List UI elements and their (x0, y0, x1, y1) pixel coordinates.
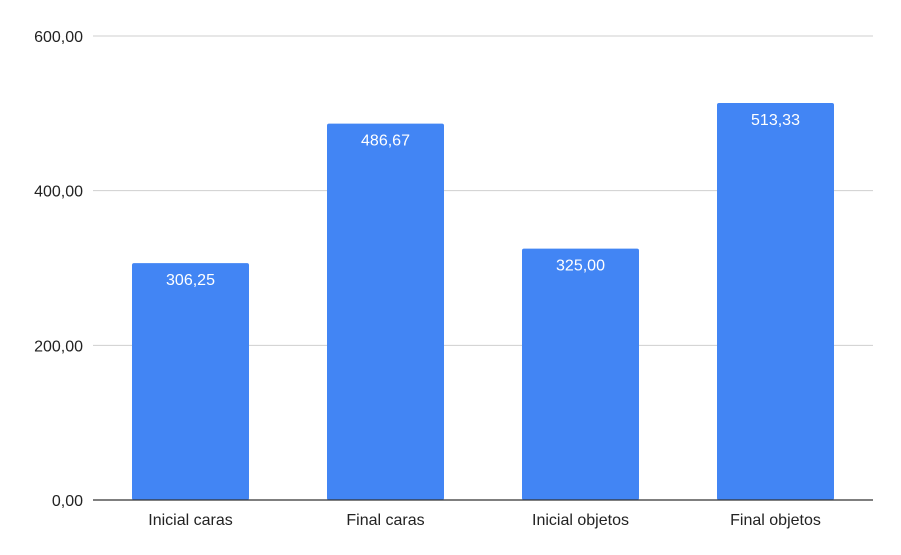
x-tick-label: Final objetos (730, 512, 821, 529)
bar (717, 103, 834, 500)
y-tick-label: 400,00 (34, 184, 83, 201)
y-axis: 0,00 200,00 400,00 600,00 (34, 29, 83, 510)
data-label: 325,00 (556, 258, 605, 275)
x-tick-label: Inicial objetos (532, 512, 629, 529)
y-tick-label: 600,00 (34, 29, 83, 46)
data-label: 513,33 (751, 112, 800, 129)
x-tick-label: Final caras (346, 512, 424, 529)
bar (522, 248, 639, 500)
data-label: 306,25 (166, 272, 215, 289)
y-tick-label: 200,00 (34, 338, 83, 355)
x-axis: Inicial caras Final caras Inicial objetos F… (93, 499, 873, 529)
x-tick-label: Inicial caras (148, 512, 232, 529)
bars: 306,25 486,67 325,00 513,33 (132, 103, 834, 500)
bar (327, 123, 444, 500)
data-label: 486,67 (361, 133, 410, 150)
bar (132, 263, 249, 500)
y-tick-label: 0,00 (52, 493, 83, 510)
